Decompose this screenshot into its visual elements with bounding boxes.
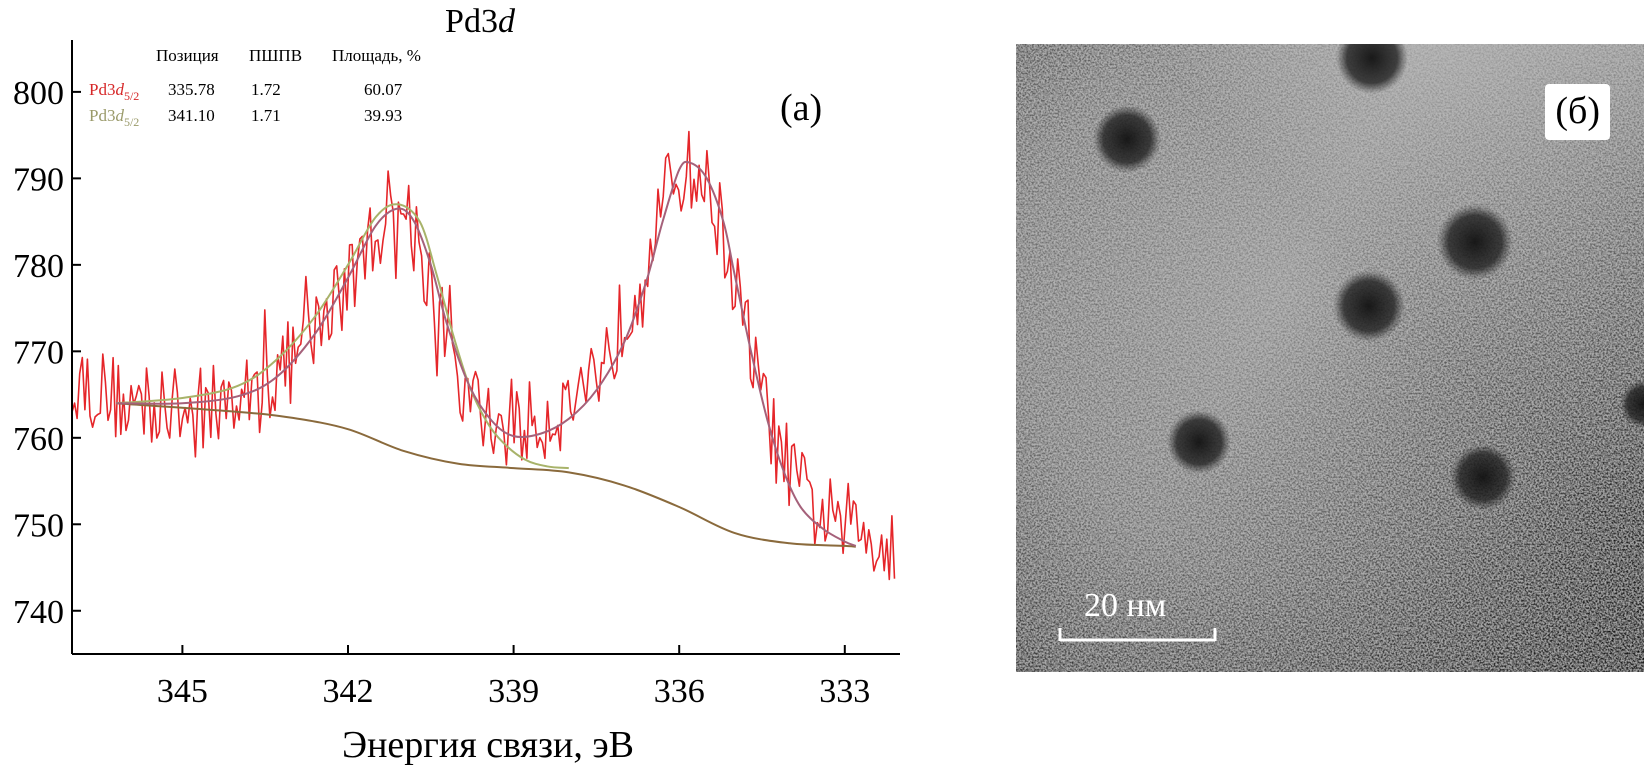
y-tick-label: 750	[13, 507, 64, 544]
y-tick-label: 780	[13, 248, 64, 285]
x-tick-label: 333	[819, 673, 870, 710]
table-header-fwhm: ПШПВ	[249, 46, 302, 65]
y-tick-label: 760	[13, 421, 64, 458]
series-background	[116, 402, 856, 548]
table-row-1-position: 335.78	[168, 80, 215, 99]
table-row-2-area: 39.93	[364, 106, 402, 125]
x-axis-label: Энергия связи, эВ	[342, 724, 634, 766]
y-tick-label: 800	[13, 75, 64, 112]
y-tick-label: 740	[13, 594, 64, 631]
x-ticks: 345 342 339 336 333	[157, 645, 870, 710]
table-row-1-area: 60.07	[364, 80, 403, 99]
table-row-1-fwhm: 1.72	[251, 80, 281, 99]
panel-b-label: (б)	[1545, 84, 1610, 140]
x-tick-label: 342	[323, 673, 374, 710]
x-tick-label: 339	[488, 673, 539, 710]
table-header-position: Позиция	[156, 46, 219, 65]
table-row-2-position: 341.10	[168, 106, 215, 125]
x-tick-label: 336	[654, 673, 705, 710]
y-tick-label: 770	[13, 334, 64, 371]
table-row-2-fwhm: 1.71	[251, 106, 281, 125]
series-envelope-fit	[116, 160, 857, 547]
table-header-area: Площадь, %	[332, 46, 421, 65]
scale-bar	[1058, 628, 1217, 642]
table-row-1-name: Pd3d5/2	[89, 80, 139, 103]
series-component-peak	[116, 203, 569, 470]
panel-a-label: (a)	[780, 87, 822, 129]
chart-title: Pd3d	[445, 3, 516, 40]
table-row-2-name: Pd3d5/2	[89, 106, 139, 129]
axes	[71, 40, 900, 655]
y-ticks: 740 750 760 770 780 790 800	[13, 75, 81, 631]
plot-area	[71, 130, 896, 581]
x-tick-label: 345	[157, 673, 208, 710]
series-raw-data	[71, 130, 896, 581]
fit-table: Позиция ПШПВ Площадь, % Pd3d5/2 335.78 1…	[89, 46, 421, 129]
y-tick-label: 790	[13, 161, 64, 198]
nanoparticles	[1093, 44, 1644, 510]
scale-bar-label: 20 нм	[1084, 587, 1167, 624]
tem-image: (б) 20 нм	[1016, 44, 1644, 672]
